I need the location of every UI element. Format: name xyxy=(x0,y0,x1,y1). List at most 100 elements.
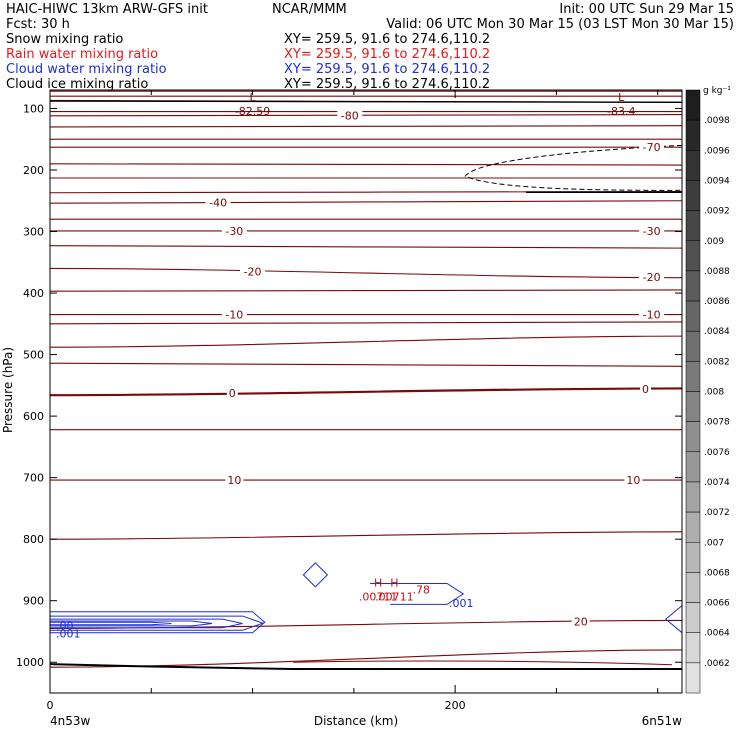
terrain-line xyxy=(50,663,682,671)
isotherm xyxy=(50,114,682,117)
field-cloudice-xy: XY= 259.5, 91.6 to 274.6,110.2 xyxy=(284,77,490,92)
contour-label-bg xyxy=(205,196,231,209)
start-point-label: 4n53w xyxy=(50,714,91,728)
y-tick-label: 700 xyxy=(23,472,44,485)
cloud-water-diamond xyxy=(302,562,329,588)
moisture-label: .001 xyxy=(56,627,81,640)
colorbar-unit: g kg⁻¹ xyxy=(703,86,731,96)
colorbar-swatch xyxy=(685,511,701,543)
cloud-ice-contour xyxy=(464,144,682,191)
field-snow-name: Snow mixing ratio xyxy=(6,32,123,47)
cloud-water-contour xyxy=(50,620,213,627)
field-rain-name: Rain water mixing ratio xyxy=(6,47,158,62)
contour-label: 10 xyxy=(227,474,241,487)
colorbar-tick-label: .0082 xyxy=(704,357,730,367)
y-tick-label: 900 xyxy=(23,595,44,608)
x-tick-label: 0 xyxy=(47,699,54,712)
colorbar-tick-label: .0078 xyxy=(704,418,730,428)
colorbar-tick-label: .0072 xyxy=(704,508,730,518)
colorbar-swatch xyxy=(685,572,701,603)
colorbar-swatch xyxy=(685,240,701,272)
colorbar-swatch xyxy=(685,632,701,664)
isotherm xyxy=(50,362,682,367)
colorbar-tick-label: .0062 xyxy=(704,659,730,669)
colorbar-swatch xyxy=(685,150,701,181)
extremum-value: .00711 xyxy=(359,591,398,604)
moisture-label: .78 xyxy=(413,584,431,597)
extremum-marker: H xyxy=(390,577,398,590)
tropopause-line xyxy=(50,100,682,104)
field-cloudwater-xy: XY= 259.5, 91.6 to 274.6,110.2 xyxy=(284,62,490,77)
contour-label-bg xyxy=(571,615,590,628)
colorbar-swatch xyxy=(685,89,701,121)
colorbar-swatch xyxy=(685,361,701,392)
contour-label-bg xyxy=(639,224,665,237)
y-tick-label: 100 xyxy=(23,102,44,115)
x-axis-title: Distance (km) xyxy=(314,714,398,728)
y-tick-label: 600 xyxy=(23,410,44,423)
colorbar-swatch xyxy=(685,210,701,242)
valid-time: Valid: 06 UTC Mon 30 Mar 15 (03 LST Mon … xyxy=(386,17,734,32)
contour-label-bg xyxy=(221,308,247,321)
moisture-contours xyxy=(50,100,682,671)
cloud-water-contour xyxy=(50,621,172,626)
colorbar-tick-label: .009 xyxy=(704,237,724,247)
colorbar-tick-label: .008 xyxy=(704,388,724,398)
contour-label-bg xyxy=(221,224,247,237)
cloud-water-contour xyxy=(665,605,682,634)
contour-labels: -80-70-40-30 -30-20 -20-10 -100 010 1020L-82.… xyxy=(56,91,665,640)
isotherm xyxy=(50,335,682,348)
contour-label: -20 xyxy=(643,271,661,284)
colorbar-swatch xyxy=(685,330,701,362)
colorbar-tick-label: .0074 xyxy=(704,478,730,488)
colorbar-swatch xyxy=(685,421,701,453)
run-title: HAIC-HIWC 13km ARW-GFS init xyxy=(6,2,208,17)
y-tick-label: 400 xyxy=(23,287,44,300)
colorbar-swatch xyxy=(685,180,701,211)
y-tick-label: 800 xyxy=(23,533,44,546)
contour-label-bg xyxy=(640,382,652,395)
isotherm xyxy=(50,289,682,292)
init-time: Init: 00 UTC Sun 29 Mar 15 xyxy=(559,2,734,17)
isotherm xyxy=(50,321,682,325)
colorbar-swatch xyxy=(685,602,701,633)
y-tick-label: 1000 xyxy=(16,656,44,669)
colorbar-swatch xyxy=(685,270,701,302)
colorbar-swatch xyxy=(685,662,701,694)
field-cloudice-name: Cloud ice mixing ratio xyxy=(6,77,148,92)
colorbar-tick-label: .0096 xyxy=(704,146,730,156)
plot-area xyxy=(49,89,683,694)
colorbar-swatch xyxy=(685,451,701,483)
contour-label: -10 xyxy=(643,309,661,322)
colorbar-tick-label: .0068 xyxy=(704,568,730,578)
colorbar-swatch xyxy=(685,119,701,151)
temperature-contours xyxy=(50,90,682,668)
extremum-value: -82.59 xyxy=(235,105,270,118)
contour-label-bg xyxy=(226,387,238,400)
contour-label-bg xyxy=(240,265,266,278)
contour-label: 20 xyxy=(574,616,588,629)
contour-label-bg xyxy=(639,308,665,321)
org-label: NCAR/MMM xyxy=(272,2,347,17)
contour-label-bg xyxy=(639,271,665,284)
cloud-water-contour xyxy=(50,615,265,631)
cloud-water-contour xyxy=(370,582,465,605)
contour-label: -30 xyxy=(225,225,243,238)
contour-label-bg xyxy=(624,474,643,487)
colorbar-swatch xyxy=(685,391,701,422)
contour-label-bg xyxy=(337,109,363,122)
colorbar-tick-label: .0076 xyxy=(704,448,730,458)
colorbar-tick-label: .0086 xyxy=(704,297,730,307)
colorbar-swatch xyxy=(685,481,701,513)
y-tick-label: 200 xyxy=(23,164,44,177)
contour-label-bg xyxy=(225,474,244,487)
isotherm xyxy=(50,163,682,166)
isotherm xyxy=(50,125,682,128)
isotherm xyxy=(50,267,682,279)
colorbar-tick-label: .0064 xyxy=(704,629,730,639)
extremum-marker: H xyxy=(374,577,382,590)
isotherm xyxy=(50,245,682,249)
extremum-marker: L xyxy=(618,91,625,104)
contour-label: 0 xyxy=(642,383,649,396)
contour-label: 0 xyxy=(229,387,236,400)
